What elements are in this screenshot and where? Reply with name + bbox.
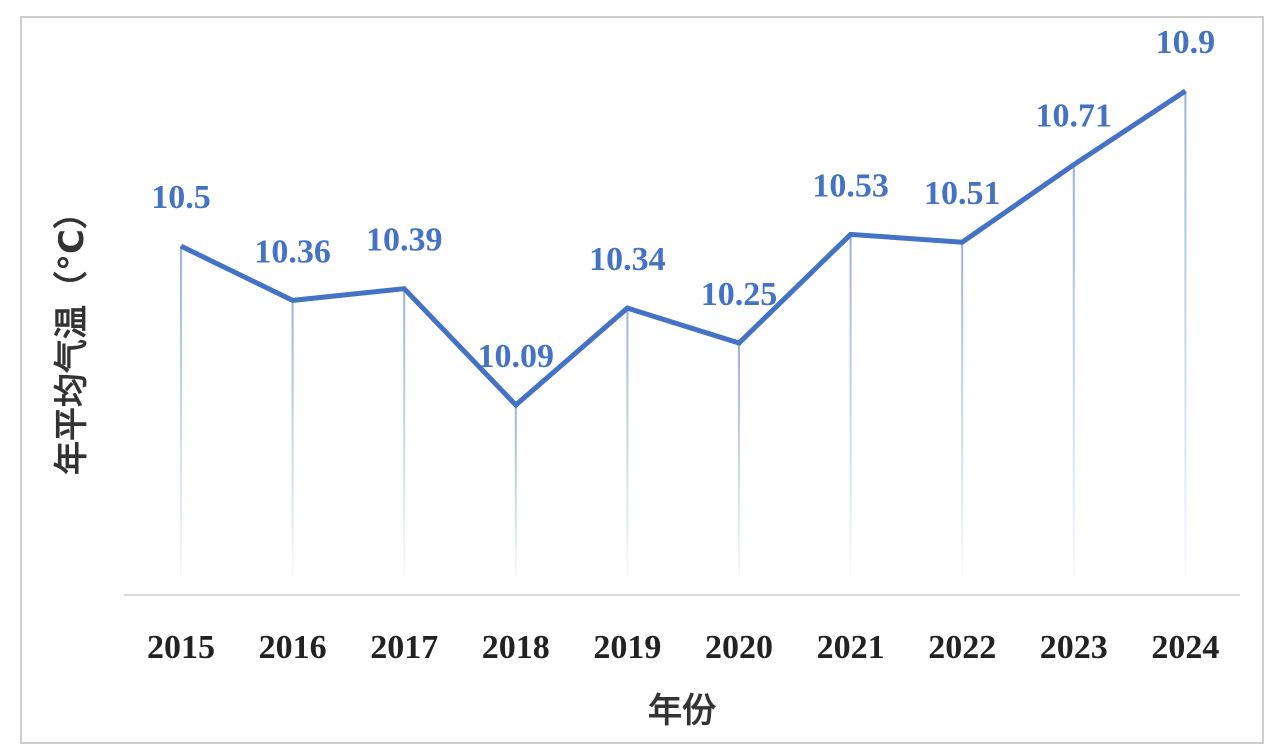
drop-line-2017	[403, 288, 406, 577]
data-label-2022: 10.51	[924, 175, 1001, 212]
x-tick-2020: 2020	[705, 629, 773, 666]
x-tick-2024: 2024	[1151, 629, 1219, 666]
drop-line-2016	[291, 300, 294, 577]
drop-line-2021	[849, 234, 852, 577]
drop-line-2024	[1184, 91, 1187, 577]
y-axis-title: 年平均气温（°C）	[52, 195, 92, 475]
x-tick-2023: 2023	[1040, 629, 1108, 666]
drop-line-2020	[738, 343, 740, 577]
data-labels: 10.5 10.36 10.39 10.09 10.34 10.25 10.53 10.51 1…	[151, 24, 1215, 375]
x-axis-title: 年份	[648, 691, 716, 731]
drop-line-2015	[180, 246, 182, 577]
x-tick-2018: 2018	[482, 629, 550, 666]
x-tick-2017: 2017	[370, 629, 438, 666]
x-tick-labels: 2015 2016 2017 2018 2019 2020 2021 2022 2023 2024	[147, 629, 1219, 666]
series-line	[179, 88, 1187, 409]
drop-line-2019	[626, 308, 629, 577]
data-label-2020: 10.25	[701, 276, 778, 313]
data-label-2015: 10.5	[151, 179, 211, 216]
x-tick-2016: 2016	[259, 629, 327, 666]
data-label-2021: 10.53	[812, 167, 889, 204]
chart-frame	[20, 16, 1264, 744]
data-label-2019: 10.34	[589, 241, 666, 278]
drop-lines	[180, 91, 1187, 577]
x-tick-2019: 2019	[593, 629, 661, 666]
drop-line-2018	[514, 405, 517, 577]
data-label-2017: 10.39	[366, 222, 443, 259]
x-tick-2022: 2022	[928, 629, 996, 666]
data-label-2023: 10.71	[1036, 98, 1113, 135]
drop-line-2022	[961, 242, 964, 577]
drop-line-2023	[1072, 164, 1075, 577]
x-tick-2015: 2015	[147, 629, 215, 666]
data-label-2018: 10.09	[478, 338, 555, 375]
x-tick-2021: 2021	[817, 629, 885, 666]
data-label-2024: 10.9	[1156, 24, 1216, 61]
data-label-2016: 10.36	[254, 233, 331, 270]
